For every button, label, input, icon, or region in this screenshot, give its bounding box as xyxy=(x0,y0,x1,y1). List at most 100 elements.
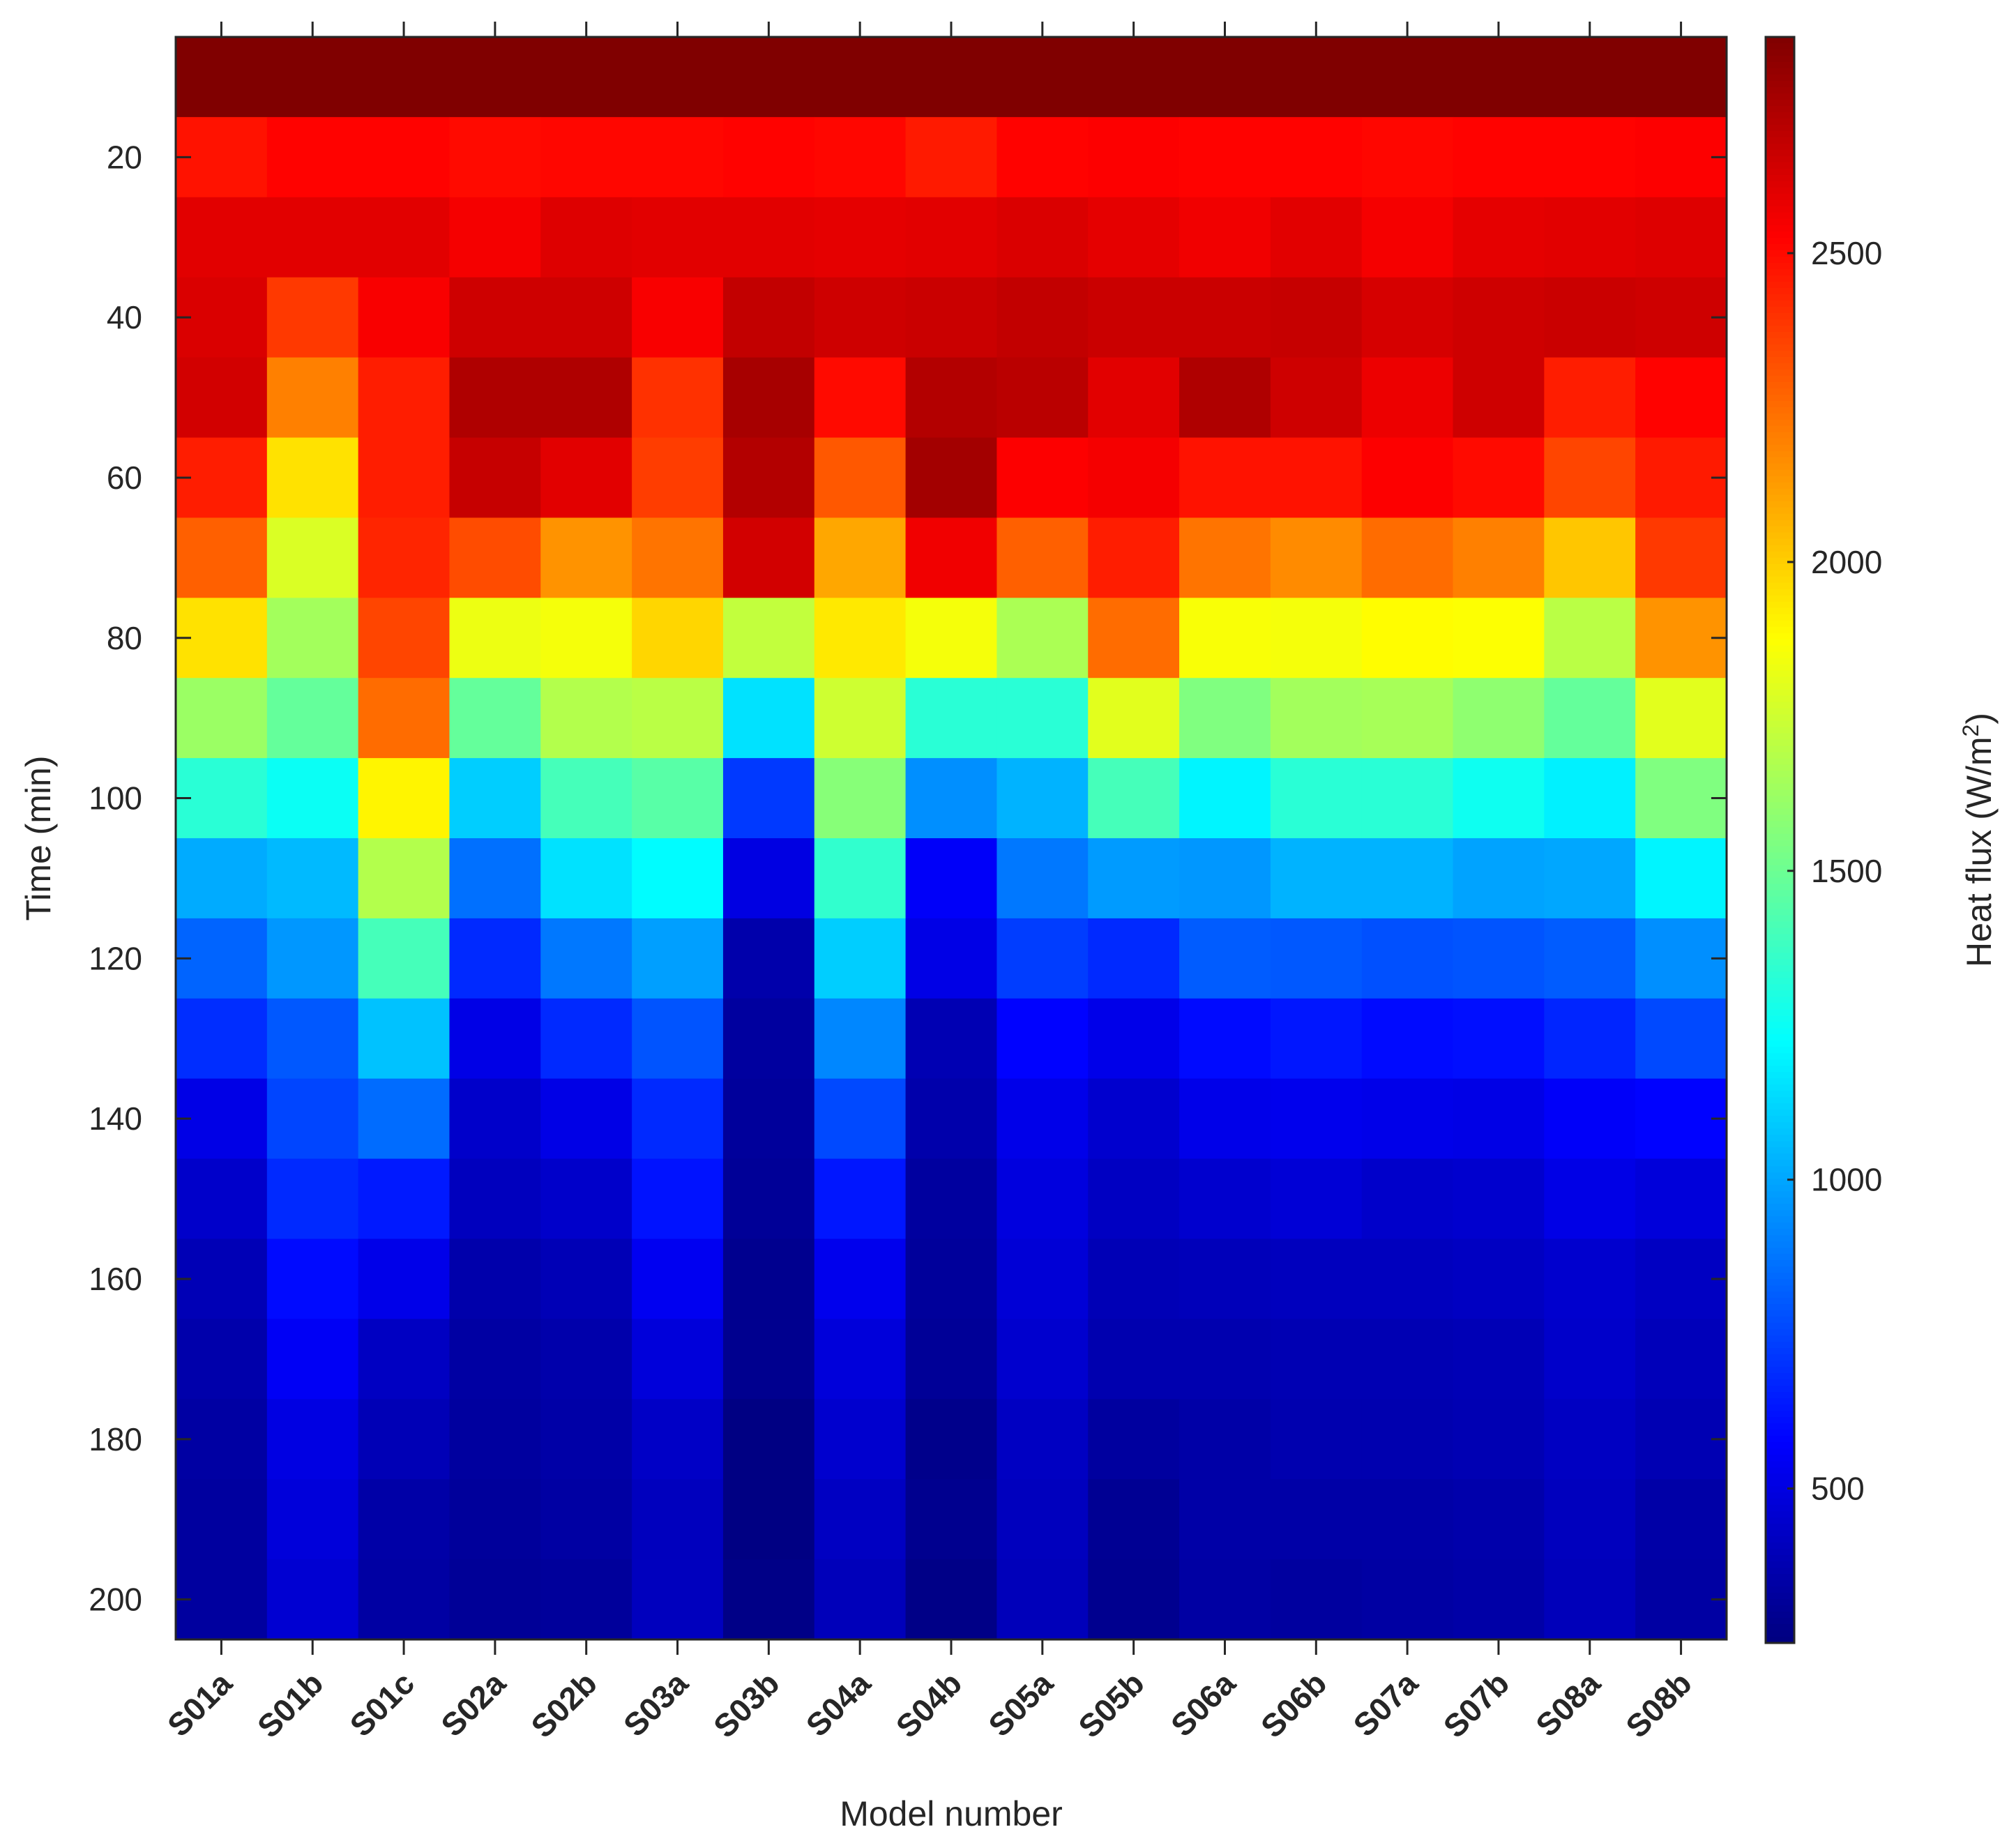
colorbar-tick-label: 1000 xyxy=(1811,1162,1882,1198)
colorbar-segment xyxy=(1766,997,1794,1004)
heatmap-cell xyxy=(1179,197,1271,278)
heatmap-cell xyxy=(1088,598,1180,679)
colorbar-title: Heat flux (W/m2) xyxy=(1958,713,1999,967)
colorbar-segment xyxy=(1766,1335,1794,1342)
heatmap-cell xyxy=(358,1238,450,1319)
colorbar-segment xyxy=(1766,1160,1794,1167)
heatmap-cell xyxy=(449,1559,541,1640)
heatmap-cell xyxy=(996,838,1089,919)
colorbar-segment xyxy=(1766,294,1794,301)
colorbar-segment xyxy=(1766,1141,1794,1149)
heatmap-cell xyxy=(1270,1399,1363,1480)
colorbar-segment xyxy=(1766,689,1794,697)
x-tick-label: S05a xyxy=(981,1665,1060,1743)
heatmap-cell xyxy=(1088,37,1180,118)
colorbar-segment xyxy=(1766,344,1794,351)
heatmap-cell xyxy=(358,116,450,198)
colorbar-segment xyxy=(1766,469,1794,477)
heatmap-cell xyxy=(1361,1559,1454,1640)
colorbar-segment xyxy=(1766,978,1794,985)
heatmap-cell xyxy=(176,1479,268,1560)
heatmap-cell xyxy=(266,1078,359,1160)
heatmap-cell xyxy=(1179,598,1271,679)
x-tick-label: S08b xyxy=(1619,1665,1699,1745)
colorbar-segment xyxy=(1766,1329,1794,1336)
colorbar-segment xyxy=(1766,1172,1794,1180)
colorbar-segment xyxy=(1766,363,1794,370)
heatmap-cell xyxy=(1088,1479,1180,1560)
heatmap-cell xyxy=(1544,678,1636,759)
heatmap-cell xyxy=(814,1158,907,1240)
heatmap-cell xyxy=(814,1559,907,1640)
colorbar-segment xyxy=(1766,187,1794,195)
heatmap-cell xyxy=(540,116,632,198)
heatmap-cell xyxy=(814,998,907,1079)
colorbar-tick-label: 1500 xyxy=(1811,853,1882,889)
heatmap-cell xyxy=(1635,998,1727,1079)
heatmap-cell xyxy=(722,1559,815,1640)
colorbar-segment xyxy=(1766,1574,1794,1581)
colorbar-segment xyxy=(1766,206,1794,213)
colorbar-segment xyxy=(1766,394,1794,402)
y-tick-label: 20 xyxy=(107,139,142,175)
colorbar-segment xyxy=(1766,450,1794,458)
heatmap-cell xyxy=(358,918,450,999)
heatmap-cell xyxy=(1544,598,1636,679)
heatmap-cell xyxy=(905,998,998,1079)
heatmap-cell xyxy=(1453,1319,1545,1400)
colorbar-segment xyxy=(1766,532,1794,540)
heatmap-cell xyxy=(1088,197,1180,278)
colorbar-segment xyxy=(1766,356,1794,364)
heatmap-cell xyxy=(1544,758,1636,839)
heatmap-cell xyxy=(996,598,1089,679)
colorbar-segment xyxy=(1766,520,1794,527)
colorbar-segment xyxy=(1766,702,1794,709)
colorbar-segment xyxy=(1766,338,1794,345)
heatmap-cell xyxy=(1544,1559,1636,1640)
heatmap-cell xyxy=(266,37,359,118)
colorbar-segment xyxy=(1766,714,1794,722)
heatmap-cell xyxy=(358,197,450,278)
heatmap-cell xyxy=(1088,357,1180,439)
heatmap-cell xyxy=(1088,116,1180,198)
heatmap-cell xyxy=(266,1158,359,1240)
colorbar-segment xyxy=(1766,620,1794,628)
heatmap-cell xyxy=(632,357,724,439)
heatmap-cell xyxy=(996,1319,1089,1400)
colorbar-gradient xyxy=(1766,37,1794,1644)
colorbar-segment xyxy=(1766,237,1794,245)
heatmap-cell xyxy=(266,1479,359,1560)
heatmap-cell xyxy=(449,598,541,679)
colorbar-segment xyxy=(1766,1022,1794,1029)
colorbar-segment xyxy=(1766,783,1794,791)
colorbar-segment xyxy=(1766,281,1794,289)
colorbar: 500 1000 1500 2000 2500 Heat flux (W/m2) xyxy=(1764,36,1999,1644)
colorbar-segment xyxy=(1766,256,1794,264)
heatmap-cell xyxy=(540,1399,632,1480)
colorbar-segment xyxy=(1766,1367,1794,1374)
heatmap-cell xyxy=(1270,357,1363,439)
heatmap-cell xyxy=(449,517,541,598)
colorbar-segment xyxy=(1766,865,1794,872)
x-tick-label: S02a xyxy=(434,1665,513,1743)
heatmap-cell xyxy=(266,918,359,999)
x-tick-label: S03b xyxy=(706,1665,787,1745)
heatmap-cell xyxy=(996,1238,1089,1319)
heatmap-cell xyxy=(722,758,815,839)
colorbar-segment xyxy=(1766,1103,1794,1111)
heatmap-cell xyxy=(722,1078,815,1160)
heatmap-cell xyxy=(905,678,998,759)
heatmap-cell xyxy=(814,1078,907,1160)
heatmap-cell xyxy=(996,116,1089,198)
colorbar-segment xyxy=(1766,658,1794,665)
heatmap-cell xyxy=(358,598,450,679)
heatmap-cell xyxy=(358,517,450,598)
heatmap-cell xyxy=(1179,918,1271,999)
y-tick-label: 120 xyxy=(89,940,142,976)
colorbar-segment xyxy=(1766,771,1794,778)
colorbar-segment xyxy=(1766,1348,1794,1355)
heatmap-cell xyxy=(814,116,907,198)
colorbar-segment xyxy=(1766,1285,1794,1293)
colorbar-segment xyxy=(1766,1430,1794,1437)
colorbar-segment xyxy=(1766,243,1794,251)
